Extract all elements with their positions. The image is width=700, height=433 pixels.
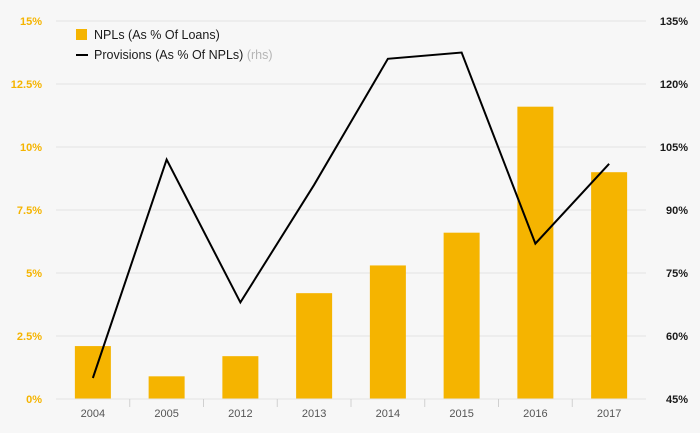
bar-2016 — [517, 106, 554, 400]
x-axis-ticks: 2004 2005 2012 2013 2014 2015 2016 2017 — [81, 399, 621, 420]
left-tick-label-2: 5% — [26, 268, 42, 280]
bar-2015 — [443, 232, 480, 399]
bar-series — [74, 106, 628, 400]
left-tick-label-5: 12.5% — [11, 79, 42, 91]
x-tick-label-2017: 2017 — [597, 408, 621, 420]
left-axis-tick-labels: 0% 2.5% 5% 7.5% 10% 12.5% 15% — [11, 16, 42, 406]
right-axis-tick-labels: 45% 60% 75% 90% 105% 120% 135% — [660, 16, 688, 406]
right-tick-label-2: 75% — [666, 268, 688, 280]
right-tick-label-1: 60% — [666, 331, 688, 343]
bar-2012 — [222, 356, 259, 399]
legend-label-provisions: Provisions (As % Of NPLs) (rhs) — [94, 48, 273, 62]
bar-2017 — [591, 172, 628, 399]
x-tick-label-2004: 2004 — [81, 408, 105, 420]
x-tick-label-2005: 2005 — [154, 408, 178, 420]
right-tick-label-5: 120% — [660, 79, 688, 91]
x-tick-label-2012: 2012 — [228, 408, 252, 420]
legend-label-npls: NPLs (As % Of Loans) — [94, 28, 220, 42]
legend-rhs-note: (rhs) — [247, 48, 273, 62]
left-tick-label-1: 2.5% — [17, 331, 42, 343]
legend-swatch-bar — [76, 29, 87, 40]
bar-2005 — [148, 376, 185, 399]
right-tick-label-3: 90% — [666, 205, 688, 217]
bar-2004 — [74, 346, 111, 399]
left-tick-label-4: 10% — [20, 142, 42, 154]
bar-2014 — [369, 265, 406, 399]
left-tick-label-6: 15% — [20, 16, 42, 28]
left-tick-label-3: 7.5% — [17, 205, 42, 217]
bar-2013 — [296, 293, 333, 399]
right-tick-label-6: 135% — [660, 16, 688, 28]
left-tick-label-0: 0% — [26, 394, 42, 406]
gridlines — [56, 20, 646, 337]
right-tick-label-0: 45% — [666, 394, 688, 406]
x-tick-label-2014: 2014 — [376, 408, 400, 420]
right-tick-label-4: 105% — [660, 142, 688, 154]
x-tick-label-2013: 2013 — [302, 408, 326, 420]
x-tick-label-2016: 2016 — [523, 408, 547, 420]
x-tick-label-2015: 2015 — [449, 408, 473, 420]
legend: NPLs (As % Of Loans) Provisions (As % Of… — [76, 28, 273, 62]
line-series — [91, 51, 610, 379]
